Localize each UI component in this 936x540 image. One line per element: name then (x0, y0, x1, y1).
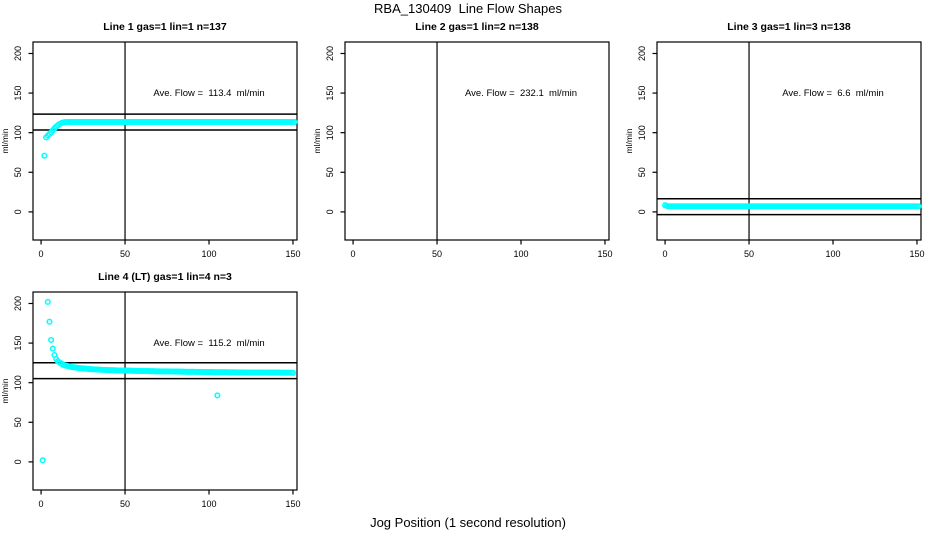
y-tick-label: 100 (13, 125, 23, 140)
y-tick-label: 50 (325, 167, 335, 177)
subplot-title: Line 1 gas=1 lin=1 n=137 (103, 21, 227, 33)
figure-xlabel: Jog Position (1 second resolution) (370, 515, 566, 530)
data-point (915, 203, 922, 210)
x-tick-label: 100 (201, 249, 216, 259)
y-tick-label: 200 (325, 46, 335, 61)
x-tick-label: 100 (825, 249, 840, 259)
x-tick-label: 0 (351, 249, 356, 259)
x-tick-label: 150 (285, 499, 300, 509)
y-axis-label: ml/min (624, 128, 634, 153)
data-point (44, 298, 51, 305)
subplot-title: Line 3 gas=1 lin=3 n=138 (727, 21, 851, 33)
data-point (46, 318, 53, 325)
empty-cell (312, 266, 624, 516)
y-tick-label: 50 (637, 167, 647, 177)
subplot-line3-svg: Line 3 gas=1 lin=3 n=138 0 50 100 150 0 50 100 1… (624, 21, 924, 259)
data-points (39, 298, 297, 464)
y-tick-label: 200 (13, 46, 23, 61)
subplot-grid: Line 1 gas=1 lin=1 n=137 0 50 100 150 0 50 100 1… (0, 16, 936, 516)
y-tick-label: 200 (637, 46, 647, 61)
data-points (41, 118, 298, 159)
y-tick-label: 0 (637, 209, 647, 214)
y-tick-label: 50 (13, 167, 23, 177)
subplot-title: Line 4 (LT) gas=1 lin=4 n=3 (98, 271, 232, 283)
y-tick-label: 200 (13, 296, 23, 311)
x-tick-label: 150 (909, 249, 924, 259)
y-tick-label: 150 (13, 86, 23, 101)
ave-flow-annotation: Ave. Flow = 6.6 ml/min (782, 88, 883, 99)
x-tick-label: 100 (201, 499, 216, 509)
data-point (48, 336, 55, 343)
y-tick-label: 0 (325, 209, 335, 214)
figure-title: RBA_130409 Line Flow Shapes (374, 1, 562, 16)
ave-flow-annotation: Ave. Flow = 232.1 ml/min (465, 88, 577, 99)
x-tick-label: 0 (663, 249, 668, 259)
y-tick-label: 150 (325, 86, 335, 101)
ave-flow-annotation: Ave. Flow = 115.2 ml/min (153, 338, 264, 349)
x-tick-label: 50 (432, 249, 442, 259)
data-point (291, 118, 298, 126)
y-tick-label: 150 (13, 336, 23, 351)
x-tick-label: 50 (120, 249, 130, 259)
data-points (662, 202, 922, 210)
subplot-cell-line3: Line 3 gas=1 lin=3 n=138 0 50 100 150 0 50 100 1… (624, 16, 936, 266)
x-tick-label: 100 (513, 249, 528, 259)
y-tick-label: 150 (637, 86, 647, 101)
subplot-cell-line4: Line 4 (LT) gas=1 lin=4 n=3 0 50 100 150 0 50 1… (0, 266, 312, 516)
data-point (214, 392, 221, 399)
x-tick-label: 150 (597, 249, 612, 259)
y-axis-label: ml/min (0, 378, 10, 403)
y-tick-label: 0 (13, 209, 23, 214)
y-tick-label: 0 (13, 459, 23, 464)
empty-cell (624, 266, 936, 516)
x-tick-label: 0 (39, 499, 44, 509)
subplot-line4-svg: Line 4 (LT) gas=1 lin=4 n=3 0 50 100 150 0 50 1… (0, 271, 300, 509)
x-tick-label: 50 (744, 249, 754, 259)
subplot-line2-svg: Line 2 gas=1 lin=2 n=138 0 50 100 150 0 50 100 1… (312, 21, 612, 259)
ave-flow-annotation: Ave. Flow = 113.4 ml/min (153, 88, 264, 99)
data-point (41, 152, 48, 159)
data-point (289, 369, 297, 376)
plot-box (344, 41, 610, 241)
subplot-cell-line1: Line 1 gas=1 lin=1 n=137 0 50 100 150 0 50 100 1… (0, 16, 312, 266)
subplot-line1-svg: Line 1 gas=1 lin=1 n=137 0 50 100 150 0 50 100 1… (0, 21, 300, 259)
plot-box (656, 41, 922, 241)
data-point (39, 457, 46, 464)
subplot-cell-line2: Line 2 gas=1 lin=2 n=138 0 50 100 150 0 50 100 1… (312, 16, 624, 266)
y-axis-label: ml/min (312, 128, 322, 153)
y-tick-label: 100 (13, 375, 23, 390)
subplot-title: Line 2 gas=1 lin=2 n=138 (415, 21, 539, 33)
plot-box (32, 41, 298, 241)
x-tick-label: 0 (39, 249, 44, 259)
x-tick-label: 50 (120, 499, 130, 509)
plot-box (32, 291, 298, 491)
data-point (49, 345, 56, 352)
y-tick-label: 50 (13, 417, 23, 427)
x-tick-label: 150 (285, 249, 300, 259)
y-axis-label: ml/min (0, 128, 10, 153)
y-tick-label: 100 (325, 125, 335, 140)
y-tick-label: 100 (637, 125, 647, 140)
